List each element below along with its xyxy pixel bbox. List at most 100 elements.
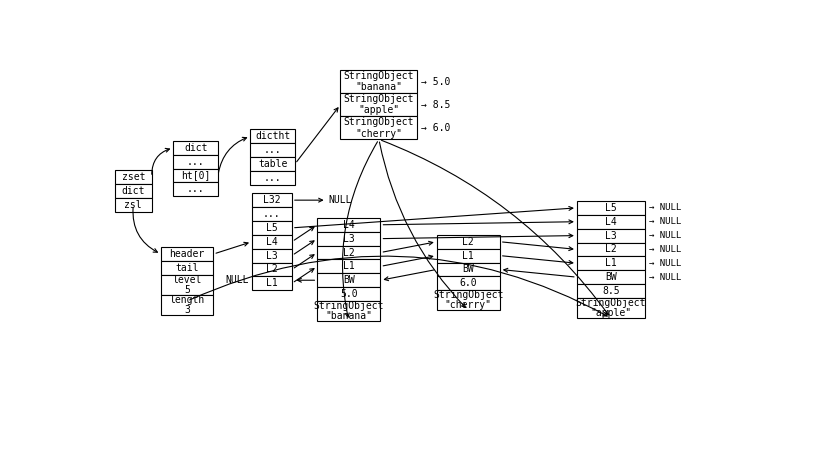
Bar — [173, 168, 218, 183]
Bar — [576, 229, 643, 242]
Text: L32: L32 — [263, 195, 280, 205]
Text: ...: ... — [187, 157, 204, 167]
Text: L1: L1 — [265, 278, 277, 288]
Bar — [317, 287, 380, 301]
Text: 5: 5 — [184, 285, 190, 295]
Bar — [173, 141, 218, 155]
Text: L5: L5 — [265, 223, 277, 233]
Bar — [317, 218, 380, 232]
Text: ...: ... — [263, 209, 280, 219]
Bar — [251, 263, 292, 277]
Text: table: table — [258, 159, 287, 169]
Bar — [317, 246, 380, 259]
Text: BW: BW — [461, 264, 474, 274]
Text: L2: L2 — [604, 244, 616, 255]
Text: → NULL: → NULL — [648, 245, 681, 254]
Text: dict: dict — [122, 186, 145, 196]
Bar — [251, 277, 292, 290]
Text: → 8.5: → 8.5 — [421, 100, 450, 110]
Text: level: level — [172, 275, 202, 285]
Text: → 5.0: → 5.0 — [421, 77, 450, 87]
Text: → NULL: → NULL — [648, 204, 681, 212]
Bar — [317, 273, 380, 287]
Text: 3: 3 — [184, 305, 190, 315]
Bar — [317, 232, 380, 246]
Text: L2: L2 — [461, 237, 474, 247]
Text: "cherry": "cherry" — [444, 300, 491, 310]
Bar — [173, 155, 218, 168]
Bar — [340, 93, 417, 116]
Bar — [340, 116, 417, 139]
Bar — [317, 301, 380, 321]
Text: 6.0: 6.0 — [459, 278, 476, 288]
Bar — [436, 290, 500, 310]
Text: StringObject: StringObject — [343, 71, 414, 81]
Bar — [576, 215, 643, 229]
Text: L1: L1 — [604, 258, 616, 268]
Text: StringObject: StringObject — [343, 94, 414, 104]
Text: L4: L4 — [604, 217, 616, 227]
Text: zset: zset — [122, 172, 145, 182]
Bar — [436, 263, 500, 277]
Text: L4: L4 — [265, 237, 277, 247]
Bar — [576, 242, 643, 256]
Bar — [436, 277, 500, 290]
Bar — [115, 184, 151, 198]
Bar — [317, 259, 380, 273]
Text: L1: L1 — [342, 261, 354, 271]
Bar — [115, 170, 151, 184]
Text: 5.0: 5.0 — [340, 289, 357, 299]
Bar — [251, 207, 292, 221]
Text: L3: L3 — [604, 231, 616, 241]
Text: StringObject: StringObject — [313, 301, 384, 311]
Text: "cherry": "cherry" — [355, 129, 402, 139]
Text: dict: dict — [184, 143, 207, 153]
Bar — [250, 171, 294, 185]
Bar — [436, 249, 500, 263]
Bar — [576, 270, 643, 284]
Bar — [160, 295, 213, 315]
Bar — [173, 183, 218, 196]
Text: BW: BW — [604, 272, 616, 282]
Text: "apple": "apple" — [358, 105, 399, 116]
Bar — [115, 198, 151, 212]
Text: length: length — [170, 295, 204, 305]
Text: BW: BW — [342, 275, 354, 285]
Bar — [576, 284, 643, 298]
Bar — [160, 247, 213, 261]
Text: → NULL: → NULL — [648, 231, 681, 240]
Text: L2: L2 — [342, 248, 354, 257]
Text: → NULL: → NULL — [648, 217, 681, 226]
Text: L3: L3 — [342, 234, 354, 244]
Text: header: header — [170, 249, 204, 259]
Bar — [160, 261, 213, 275]
Text: ...: ... — [264, 173, 281, 183]
Text: → 6.0: → 6.0 — [421, 123, 450, 133]
Text: StringObject: StringObject — [575, 298, 645, 308]
Text: L1: L1 — [461, 250, 474, 261]
Bar — [250, 143, 294, 157]
Text: "banana": "banana" — [325, 311, 372, 321]
Bar — [340, 70, 417, 93]
Bar — [251, 249, 292, 263]
Text: zsl: zsl — [124, 200, 142, 210]
Bar — [251, 193, 292, 207]
Text: L2: L2 — [265, 264, 277, 274]
Text: NULL: NULL — [225, 275, 248, 285]
Bar — [250, 157, 294, 171]
Bar — [160, 275, 213, 295]
Text: → NULL: → NULL — [648, 273, 681, 282]
Bar — [576, 298, 643, 318]
Bar — [576, 201, 643, 215]
Bar — [250, 129, 294, 143]
Text: L5: L5 — [604, 203, 616, 213]
Text: "apple": "apple" — [590, 308, 630, 318]
Bar — [576, 256, 643, 270]
Text: 8.5: 8.5 — [601, 286, 619, 296]
Text: "banana": "banana" — [355, 82, 402, 92]
Text: L4: L4 — [342, 220, 354, 230]
Text: → NULL: → NULL — [648, 259, 681, 268]
Text: ...: ... — [187, 184, 204, 194]
Bar — [436, 235, 500, 249]
Text: StringObject: StringObject — [343, 117, 414, 127]
